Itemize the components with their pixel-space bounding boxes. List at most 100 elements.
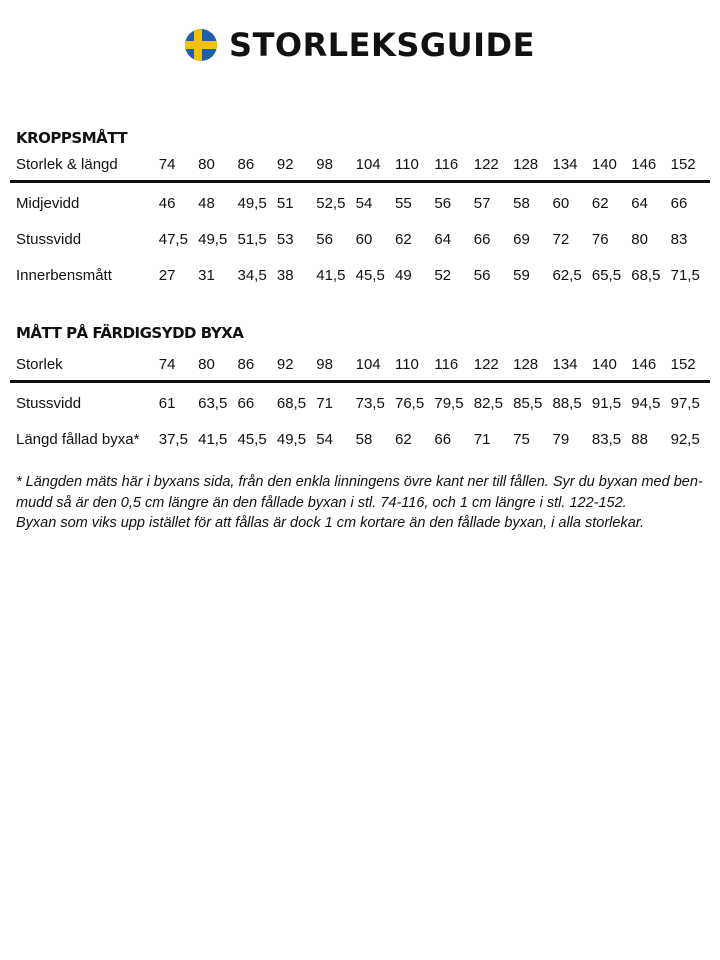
size-header: 122 <box>473 355 499 373</box>
size-header: 146 <box>631 355 657 373</box>
size-header: 116 <box>434 155 459 173</box>
size-header: 74 <box>158 355 176 373</box>
table-cell: 51,5 <box>237 230 267 248</box>
table-cell: 41,5 <box>316 266 346 284</box>
size-header: 134 <box>552 155 578 173</box>
footnote-line: mudd så är den 0,5 cm längre än den fåll… <box>16 494 627 511</box>
table-cell: 97,5 <box>670 394 700 412</box>
footnote-line: * Längden mäts här i byxans sida, från d… <box>16 474 703 490</box>
table-cell: 66 <box>434 430 452 448</box>
table-cell: 38 <box>276 266 294 284</box>
table-cell: 62 <box>591 194 609 212</box>
table-cell: 71 <box>316 394 333 412</box>
table-cell: 65,5 <box>591 266 622 284</box>
table-cell: 64 <box>631 194 648 212</box>
table-cell: 47,5 <box>158 230 188 248</box>
table-cell: 31 <box>198 266 215 284</box>
size-header: 140 <box>591 355 617 373</box>
table-cell: 60 <box>355 230 373 248</box>
table-cell: 92,5 <box>670 430 700 448</box>
table-cell: 66 <box>473 230 491 248</box>
table-cell: 83 <box>670 230 688 248</box>
table-cell: 52,5 <box>316 194 346 212</box>
table-cell: 58 <box>355 430 373 448</box>
table-cell: 49,5 <box>276 430 307 448</box>
table-header-row: Storlek 74 80 86 92 98 104 110 116 122 128 134 140 14… <box>10 348 710 383</box>
garment-measurements-title: MÅTT PÅ FÄRDIGSYDD BYXA <box>16 324 244 342</box>
size-header: 104 <box>355 355 381 373</box>
table-cell: 37,5 <box>158 430 188 448</box>
table-cell: 46 <box>158 194 176 212</box>
size-header: 116 <box>434 355 459 373</box>
body-measurements-title: KROPPSMÅTT <box>16 129 128 147</box>
table-cell: 76,5 <box>394 394 425 412</box>
table-cell: 59 <box>513 266 530 284</box>
size-header: 152 <box>670 155 696 173</box>
size-header: 152 <box>670 355 696 373</box>
table-cell: 48 <box>198 194 215 212</box>
table-cell: 41,5 <box>198 430 228 448</box>
table-cell: 88,5 <box>552 394 582 412</box>
table-cell: 68,5 <box>276 394 307 412</box>
table-cell: 49 <box>394 266 412 284</box>
garment-measurements-table: Storlek 74 80 86 92 98 104 110 116 122 128 134 140 14… <box>10 348 710 457</box>
table-cell: 79 <box>552 430 570 448</box>
table-row: Stussvidd 47,5 49,5 51,5 53 56 60 62 64 66 69 72 76 8… <box>10 221 710 257</box>
table-cell: 62 <box>394 230 412 248</box>
table-cell: 56 <box>316 230 333 248</box>
size-header: 128 <box>513 355 539 373</box>
table-cell: 63,5 <box>198 394 228 412</box>
sweden-flag-icon <box>185 29 218 61</box>
table-cell: 79,5 <box>434 394 464 412</box>
footnote-line: Byxan som viks upp istället för att fåll… <box>16 515 645 531</box>
table-cell: 66 <box>237 394 255 412</box>
table-row: Innerbensmått 27 31 34,5 38 41,5 45,5 49 52 56 59 6… <box>10 257 710 293</box>
table-cell: 49,5 <box>237 194 267 212</box>
row-label: Längd fållad byxa* <box>16 430 140 448</box>
table-cell: 57 <box>473 194 491 212</box>
size-header: 80 <box>198 155 215 173</box>
table-cell: 64 <box>434 230 452 248</box>
size-header: 86 <box>237 155 255 173</box>
row-label: Stussvidd <box>16 394 82 412</box>
table-cell: 66 <box>670 194 688 212</box>
size-header: 146 <box>631 155 657 173</box>
table-cell: 49,5 <box>198 230 228 248</box>
size-header: 92 <box>276 355 294 373</box>
size-header: 122 <box>473 155 499 173</box>
size-header: 110 <box>394 155 419 173</box>
table-cell: 54 <box>355 194 373 212</box>
table-cell: 60 <box>552 194 570 212</box>
table-cell: 82,5 <box>473 394 503 412</box>
size-header: 134 <box>552 355 578 373</box>
body-measurements-table: Storlek & längd 74 80 86 92 98 104 110 116 122 128… <box>10 148 710 293</box>
header-label: Storlek <box>16 355 63 373</box>
table-cell: 83,5 <box>591 430 622 448</box>
table-cell: 45,5 <box>237 430 267 448</box>
table-cell: 55 <box>394 194 412 212</box>
page-title: STORLEKSGUIDE <box>229 26 535 64</box>
table-cell: 56 <box>473 266 491 284</box>
size-header: 80 <box>198 355 215 373</box>
size-header: 74 <box>158 155 176 173</box>
header-label: Storlek & längd <box>16 155 118 173</box>
table-cell: 76 <box>591 230 609 248</box>
table-cell: 56 <box>434 194 452 212</box>
size-header: 92 <box>276 155 294 173</box>
size-header: 104 <box>355 155 381 173</box>
size-header: 98 <box>316 355 333 373</box>
table-cell: 68,5 <box>631 266 661 284</box>
table-cell: 62 <box>394 430 412 448</box>
table-cell: 45,5 <box>355 266 385 284</box>
table-cell: 52 <box>434 266 452 284</box>
table-cell: 27 <box>158 266 176 284</box>
row-label: Stussvidd <box>16 230 82 248</box>
size-header: 128 <box>513 155 539 173</box>
table-cell: 88 <box>631 430 648 448</box>
size-header: 98 <box>316 155 333 173</box>
table-cell: 51 <box>276 194 294 212</box>
row-label: Innerbensmått <box>16 266 112 284</box>
table-row: Stussvidd 61 63,5 66 68,5 71 73,5 76,5 79,5 82,5 8… <box>10 385 710 421</box>
table-cell: 72 <box>552 230 570 248</box>
table-cell: 71,5 <box>670 266 700 284</box>
